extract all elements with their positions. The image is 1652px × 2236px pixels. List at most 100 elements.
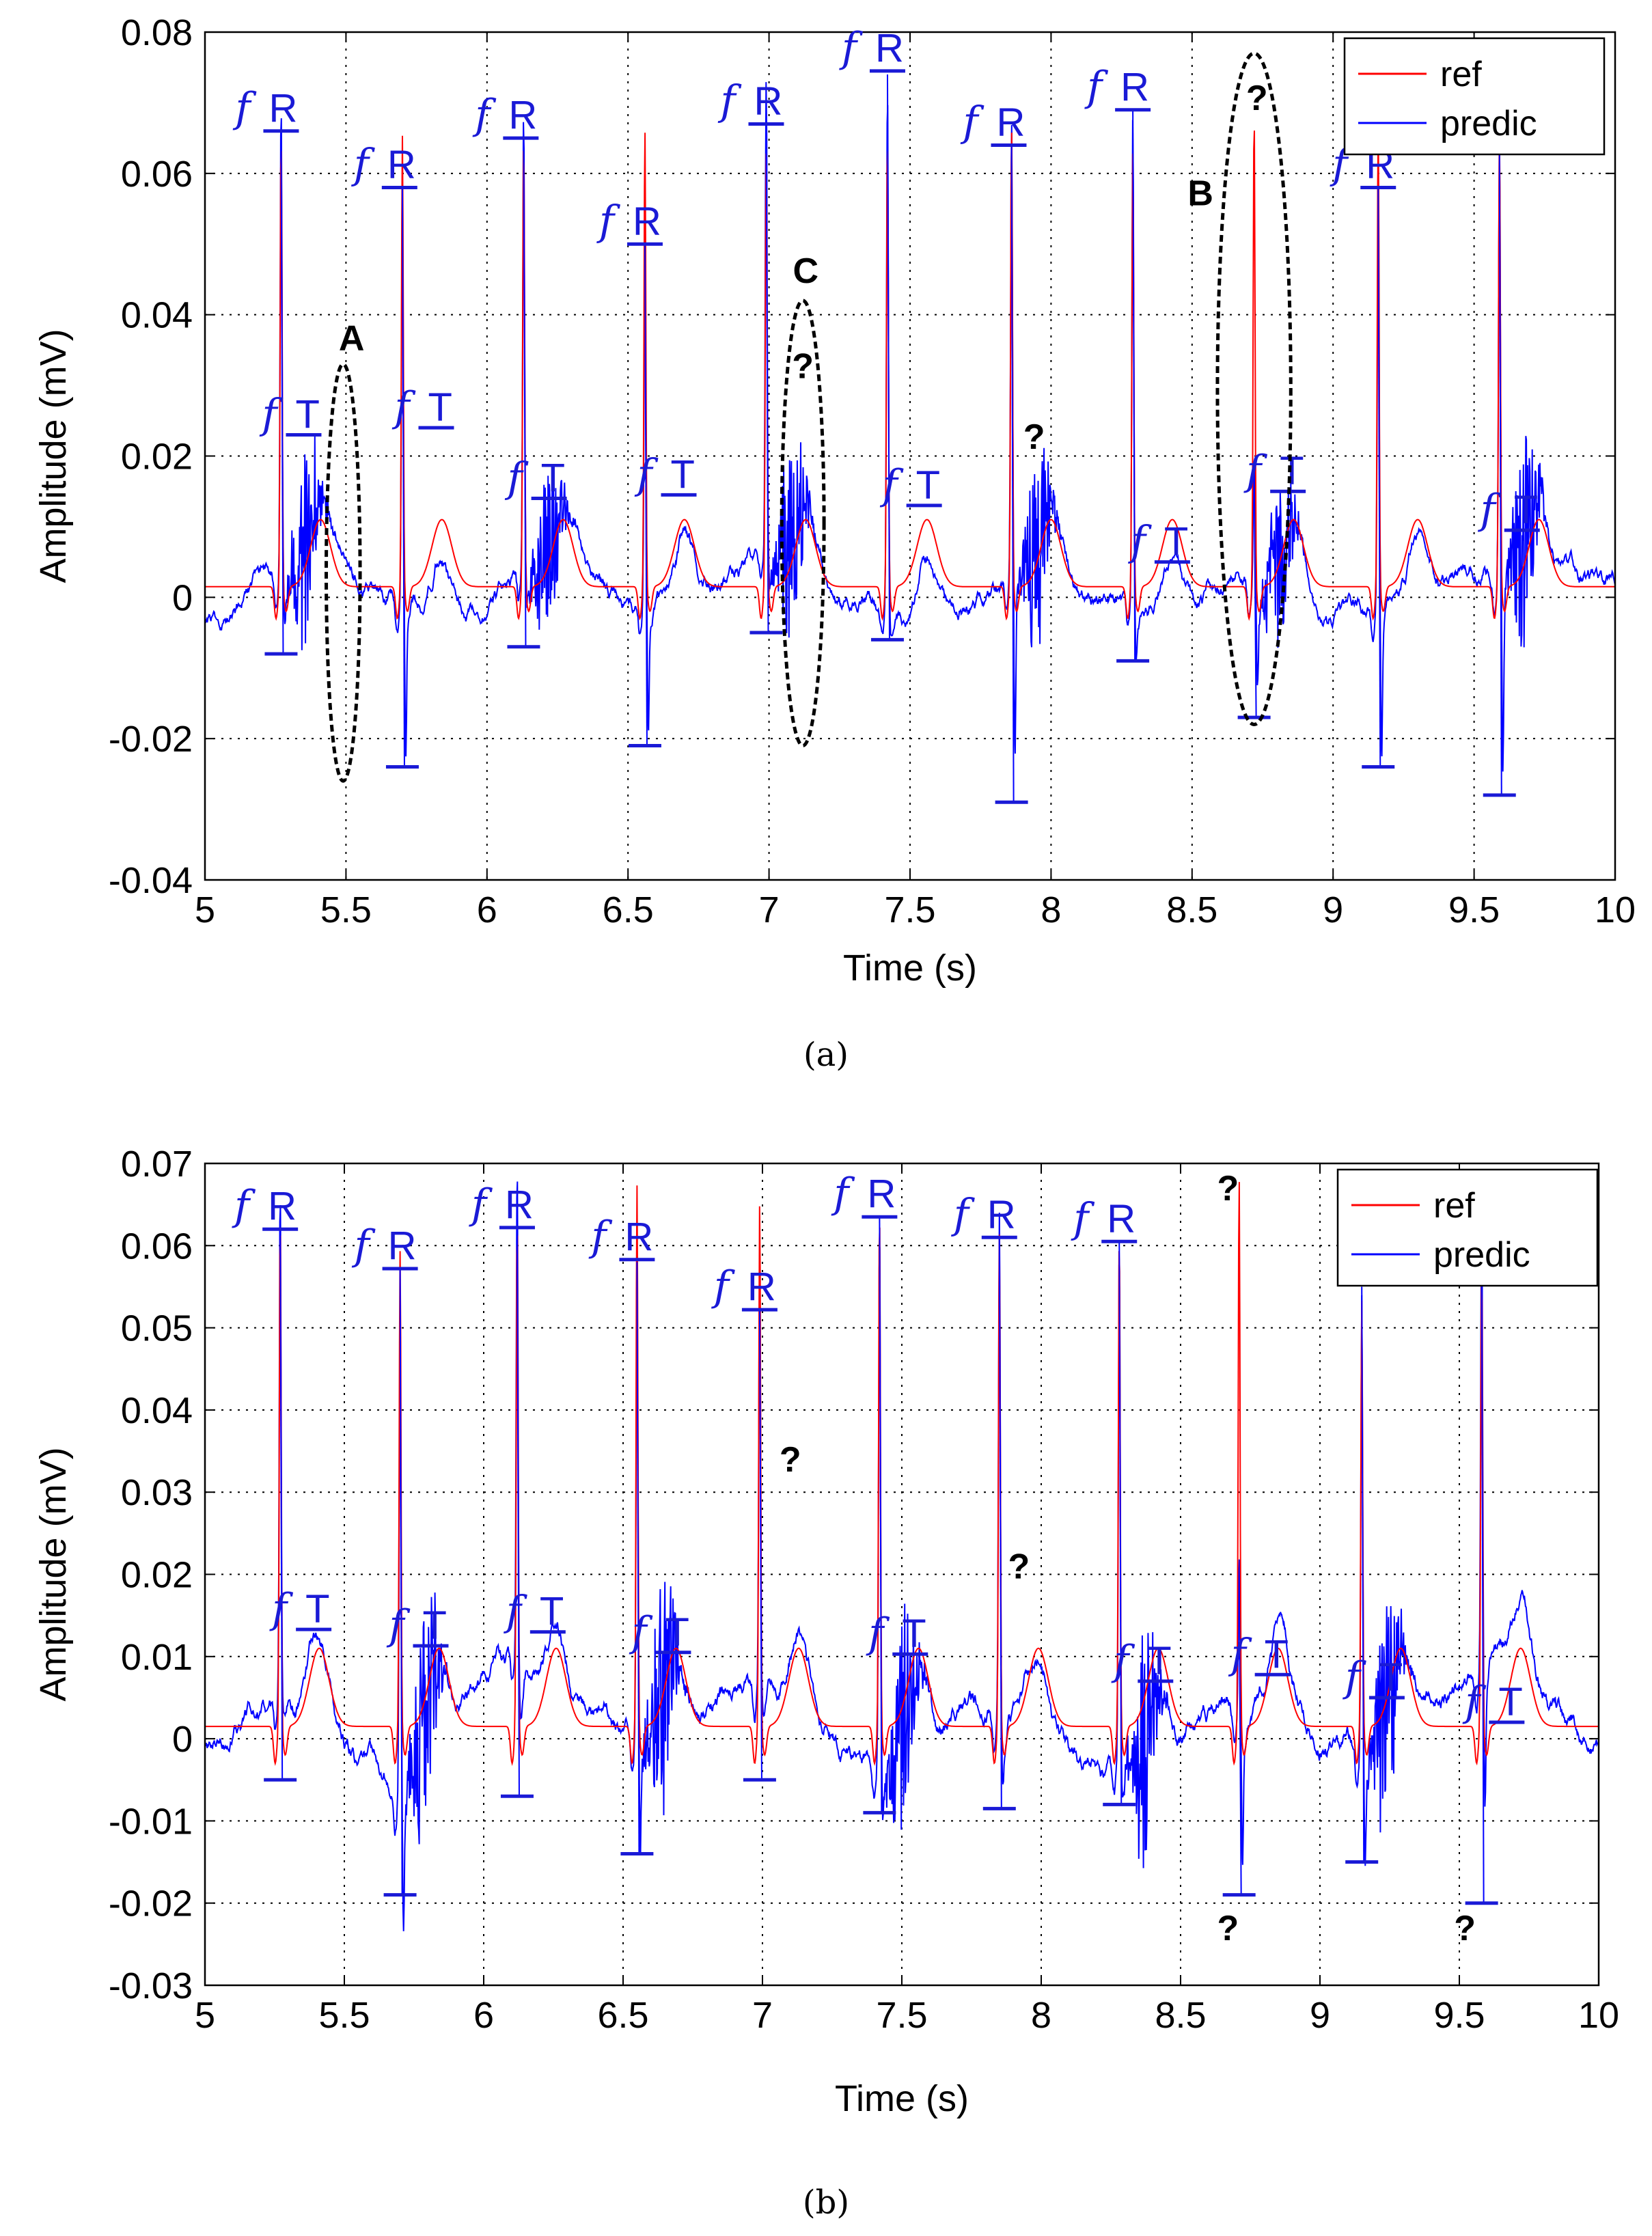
y-tick-label: 0 bbox=[172, 1719, 193, 1760]
predic-r-spike bbox=[279, 1229, 284, 1780]
annotation-label: R bbox=[996, 100, 1025, 144]
x-tick-label: 6.5 bbox=[603, 889, 654, 930]
figure-caption: (b) bbox=[803, 2183, 849, 2222]
question-mark: ? bbox=[792, 347, 814, 387]
question-mark: ? bbox=[1454, 1909, 1476, 1948]
y-tick-label: 0.03 bbox=[121, 1472, 193, 1513]
annotation-label: T bbox=[1280, 449, 1304, 493]
y-tick-label: 0 bbox=[172, 577, 193, 618]
predic-r-spike bbox=[523, 138, 527, 647]
plot-frame bbox=[204, 31, 1616, 881]
x-tick-label: 7.5 bbox=[884, 889, 935, 930]
y-tick-label: 0.02 bbox=[121, 437, 193, 478]
question-mark: ? bbox=[1023, 417, 1045, 457]
predic-r-spike bbox=[765, 124, 769, 633]
predic-r-spike bbox=[399, 1270, 403, 1895]
x-tick-label: 7 bbox=[752, 1995, 773, 2036]
annotation-label: R bbox=[1107, 1196, 1135, 1241]
annotation-label: R bbox=[269, 86, 297, 130]
predic-r-spike bbox=[1361, 1286, 1365, 1862]
region-label: A bbox=[339, 318, 365, 358]
predic-r-spike bbox=[1498, 152, 1502, 795]
predic-r-spike bbox=[644, 244, 648, 746]
x-axis-label: Time (s) bbox=[843, 948, 977, 989]
annotation-label: T bbox=[1164, 520, 1188, 564]
y-tick-label: -0.02 bbox=[109, 1883, 193, 1924]
legend-label: ref bbox=[1433, 1186, 1475, 1226]
annotation-label: T bbox=[1265, 1632, 1289, 1676]
annotation-label: T bbox=[541, 456, 565, 501]
y-tick-label: 0.05 bbox=[121, 1308, 193, 1349]
question-mark: ? bbox=[1008, 1547, 1030, 1587]
annotation-label: R bbox=[505, 1183, 534, 1227]
annotation-label: R bbox=[387, 143, 416, 187]
annotation-label: T bbox=[1379, 1655, 1403, 1700]
annotation-label: T bbox=[1498, 1680, 1522, 1724]
annotation-label: R bbox=[624, 1215, 653, 1259]
predic-r-spike bbox=[401, 187, 405, 767]
chart-b: 5 5.5 6 6.5 7 7.5 8 8.5 9 9.5 10 -0.03 -0.02 -0.01 0 0.… bbox=[33, 1144, 1619, 2222]
annotation-label: R bbox=[747, 1265, 776, 1309]
region-label: C bbox=[793, 251, 818, 291]
legend: ref predic bbox=[1343, 37, 1606, 156]
annotation-label: T bbox=[305, 1587, 329, 1631]
x-tick-label: 8 bbox=[1041, 889, 1061, 930]
annotation-label: T bbox=[671, 452, 695, 497]
predic-r-spike bbox=[879, 1217, 883, 1813]
y-tick-label: 0.06 bbox=[121, 154, 193, 195]
x-tick-label: 9 bbox=[1310, 1995, 1330, 2036]
annotation-label: R bbox=[633, 199, 661, 243]
annotation-label: R bbox=[987, 1192, 1016, 1237]
annotation-label: T bbox=[916, 463, 940, 508]
predic-r-spike bbox=[1253, 470, 1257, 718]
annotation-label: T bbox=[1514, 488, 1538, 532]
annotation-label: R bbox=[268, 1184, 297, 1228]
x-tick-label: 9 bbox=[1323, 889, 1343, 930]
y-tick-label: 0.07 bbox=[121, 1144, 193, 1185]
x-tick-label: 10 bbox=[1578, 1995, 1619, 2036]
legend-label: predic bbox=[1433, 1235, 1530, 1275]
annotation-label: R bbox=[508, 93, 537, 137]
predic-r-spike bbox=[1010, 145, 1015, 803]
annotation-label: T bbox=[665, 1610, 689, 1655]
x-tick-label: 9.5 bbox=[1433, 1995, 1485, 2036]
x-tick-label: 5.5 bbox=[318, 1995, 370, 2036]
x-tick-label: 8 bbox=[1031, 1995, 1051, 2036]
y-tick-label: 0.06 bbox=[121, 1226, 193, 1267]
predic-r-spike bbox=[1238, 1574, 1242, 1895]
predic-r-spike bbox=[1377, 187, 1381, 767]
legend-label: ref bbox=[1440, 55, 1482, 94]
annotation-label: R bbox=[388, 1224, 417, 1268]
predic-r-spike bbox=[1118, 1241, 1123, 1805]
predic-r-spike bbox=[998, 1237, 1002, 1809]
x-tick-label: 5 bbox=[195, 889, 215, 930]
annotation-label: T bbox=[295, 392, 319, 437]
series-ref bbox=[205, 1182, 1599, 1767]
annotation-label: T bbox=[540, 1590, 564, 1634]
x-axis-label: Time (s) bbox=[835, 2078, 969, 2119]
x-tick-label: 6 bbox=[473, 1995, 494, 2036]
annotation-label: T bbox=[1147, 1639, 1171, 1683]
y-tick-label: -0.02 bbox=[109, 719, 193, 760]
x-tick-label: 6 bbox=[477, 889, 497, 930]
predic-r-spike bbox=[516, 1229, 520, 1797]
legend-box bbox=[1343, 37, 1606, 156]
chart-a: 5 5.5 6 6.5 7 7.5 8 8.5 9 9.5 10 -0.04 -0.02 0 0.02 0.0… bbox=[33, 12, 1636, 1074]
y-axis-label: Amplitude (mV) bbox=[33, 329, 74, 583]
legend-box bbox=[1336, 1168, 1599, 1287]
x-tick-label: 9.5 bbox=[1448, 889, 1500, 930]
predic-r-spike bbox=[758, 1311, 762, 1780]
predic-r-spike bbox=[280, 130, 284, 654]
y-tick-label: -0.03 bbox=[109, 1965, 193, 2006]
y-tick-label: -0.01 bbox=[109, 1801, 193, 1842]
x-tick-label: 10 bbox=[1595, 889, 1636, 930]
predic-r-spike bbox=[1481, 1270, 1485, 1903]
x-tick-label: 7.5 bbox=[876, 1995, 927, 2036]
annotation-label: R bbox=[754, 79, 782, 123]
